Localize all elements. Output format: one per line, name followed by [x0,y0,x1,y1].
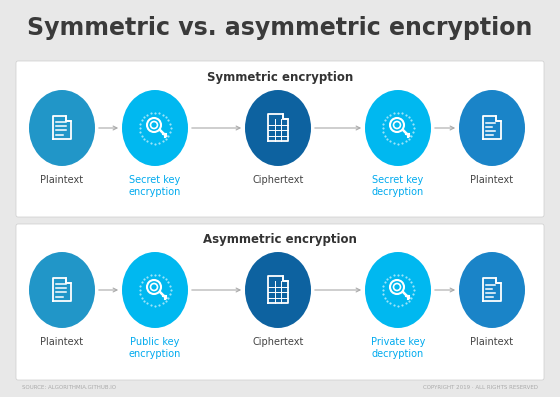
FancyBboxPatch shape [16,61,544,217]
FancyBboxPatch shape [16,224,544,380]
Text: Plaintext: Plaintext [40,175,83,185]
Ellipse shape [365,90,431,166]
Text: Asymmetric encryption: Asymmetric encryption [203,233,357,247]
Text: SOURCE: ALGORITHMIA.GITHUB.IO: SOURCE: ALGORITHMIA.GITHUB.IO [22,385,116,390]
Ellipse shape [29,90,95,166]
Text: Plaintext: Plaintext [470,175,514,185]
Text: Symmetric vs. asymmetric encryption: Symmetric vs. asymmetric encryption [27,16,533,40]
Text: Symmetric encryption: Symmetric encryption [207,71,353,83]
Ellipse shape [459,90,525,166]
Ellipse shape [245,90,311,166]
Ellipse shape [122,90,188,166]
Text: Plaintext: Plaintext [40,337,83,347]
Ellipse shape [365,252,431,328]
Text: Secret key
decryption: Secret key decryption [372,175,424,197]
Ellipse shape [29,252,95,328]
Text: Secret key
encryption: Secret key encryption [129,175,181,197]
Text: Public key
encryption: Public key encryption [129,337,181,359]
Text: Plaintext: Plaintext [470,337,514,347]
Ellipse shape [122,252,188,328]
Ellipse shape [459,252,525,328]
Ellipse shape [245,252,311,328]
Text: COPYRIGHT 2019 · ALL RIGHTS RESERVED: COPYRIGHT 2019 · ALL RIGHTS RESERVED [423,385,538,390]
Text: Ciphertext: Ciphertext [253,337,304,347]
Text: Ciphertext: Ciphertext [253,175,304,185]
Text: Private key
decryption: Private key decryption [371,337,425,359]
